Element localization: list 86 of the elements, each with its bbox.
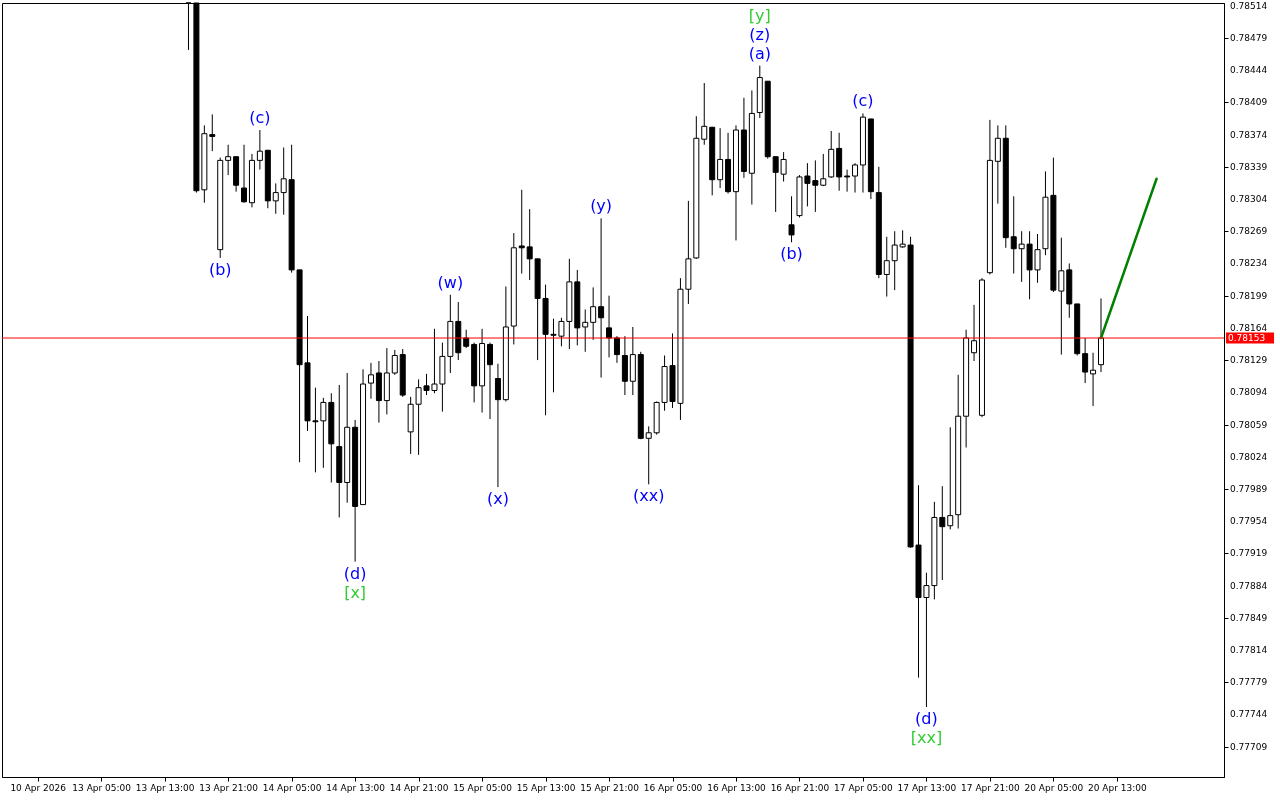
y-tick-label: 0.78234	[1230, 258, 1268, 269]
candlestick	[606, 295, 613, 358]
y-tick-label: 0.78059	[1230, 419, 1268, 430]
ref-line-label: 0.78153	[1228, 333, 1266, 343]
candlestick	[1082, 337, 1089, 384]
y-tick-label: 0.78479	[1230, 32, 1268, 43]
y-tick-label: 0.77779	[1230, 677, 1268, 688]
x-tick-label: 16 Apr 05:00	[643, 782, 703, 793]
x-tick-label: 17 Apr 05:00	[834, 782, 894, 793]
annotation: (xx)	[633, 486, 665, 506]
x-tick-label: 10 Apr 2026	[10, 782, 67, 793]
candlestick	[613, 335, 620, 364]
candlestick	[518, 189, 525, 275]
candlestick	[391, 349, 398, 376]
x-tick-label: 13 Apr 13:00	[135, 782, 195, 793]
x-tick-label: 16 Apr 21:00	[770, 782, 830, 793]
candlestick	[947, 426, 954, 530]
x-tick-label: 15 Apr 05:00	[453, 782, 513, 793]
candlestick	[590, 286, 597, 341]
y-tick-label: 0.78199	[1230, 290, 1268, 301]
y-tick-label: 0.78269	[1230, 226, 1268, 237]
x-tick-label: 14 Apr 13:00	[326, 782, 386, 793]
candlestick	[367, 362, 374, 400]
candlestick	[701, 82, 708, 146]
y-tick-label: 0.77919	[1230, 548, 1268, 559]
x-tick-label: 13 Apr 21:00	[199, 782, 259, 793]
annotation: (y)	[590, 196, 613, 216]
annotation: (d)	[915, 709, 938, 729]
x-tick-label: 17 Apr 13:00	[897, 782, 957, 793]
candlestick	[209, 113, 216, 152]
y-tick-label: 0.77849	[1230, 612, 1268, 623]
y-tick-label: 0.78514	[1230, 0, 1268, 11]
x-tick-label: 15 Apr 13:00	[516, 782, 576, 793]
y-tick-label: 0.77814	[1230, 644, 1268, 655]
candlestick	[820, 153, 827, 187]
annotation: (d)	[343, 563, 367, 583]
y-tick-label: 0.78409	[1230, 97, 1268, 108]
x-tick-label: 14 Apr 05:00	[262, 782, 322, 793]
y-tick-label: 0.77744	[1230, 709, 1268, 720]
annotation: (x)	[486, 489, 509, 509]
candlestick	[1010, 195, 1017, 275]
y-tick-label: 0.77884	[1230, 580, 1268, 591]
y-tick-label: 0.78374	[1230, 129, 1268, 140]
candlestick	[844, 169, 851, 193]
candlestick	[1090, 352, 1097, 407]
x-tick-label: 17 Apr 21:00	[961, 782, 1021, 793]
candlestick	[225, 144, 232, 176]
candlestick	[494, 363, 501, 488]
annotation: (w)	[437, 272, 464, 292]
candlestick	[598, 217, 605, 379]
x-tick-label: 20 Apr 13:00	[1088, 782, 1147, 793]
y-tick-label: 0.77709	[1230, 741, 1268, 752]
candlestick	[852, 162, 859, 194]
annotation: (z)	[749, 24, 771, 44]
candlestick	[487, 342, 494, 420]
candlestick	[883, 236, 890, 298]
annotation: (b)	[780, 244, 803, 264]
candlestick	[582, 308, 589, 353]
candlestick	[241, 144, 248, 204]
y-tick-label: 0.77989	[1230, 483, 1268, 494]
annotation: (a)	[748, 43, 771, 63]
y-tick-label: 0.78024	[1230, 451, 1268, 462]
x-tick-label: 15 Apr 21:00	[580, 782, 640, 793]
y-tick-label: 0.78164	[1230, 322, 1268, 333]
x-tick-label: 20 Apr 05:00	[1024, 782, 1084, 793]
candlestick	[994, 124, 1001, 205]
y-tick-label: 0.78339	[1230, 161, 1268, 172]
x-tick-label: 13 Apr 05:00	[72, 782, 132, 793]
candlestick	[788, 195, 795, 243]
x-tick-label: 14 Apr 21:00	[389, 782, 449, 793]
annotation: [y]	[748, 5, 771, 25]
annotation: [x]	[344, 582, 367, 602]
candlestick	[971, 304, 978, 362]
y-tick-label: 0.78304	[1230, 194, 1268, 205]
x-tick-label: 16 Apr 13:00	[707, 782, 767, 793]
candlestick	[717, 127, 724, 189]
annotation: (b)	[208, 259, 232, 279]
annotation: (c)	[249, 108, 271, 128]
y-tick-label: 0.77954	[1230, 516, 1268, 527]
candlestick	[256, 129, 263, 171]
annotation: (c)	[852, 91, 874, 111]
y-tick-label: 0.78094	[1230, 387, 1268, 398]
y-tick-label: 0.78129	[1230, 355, 1268, 366]
y-tick-label: 0.78444	[1230, 65, 1268, 76]
candlestick	[272, 182, 279, 215]
annotation: [xx]	[910, 728, 943, 748]
